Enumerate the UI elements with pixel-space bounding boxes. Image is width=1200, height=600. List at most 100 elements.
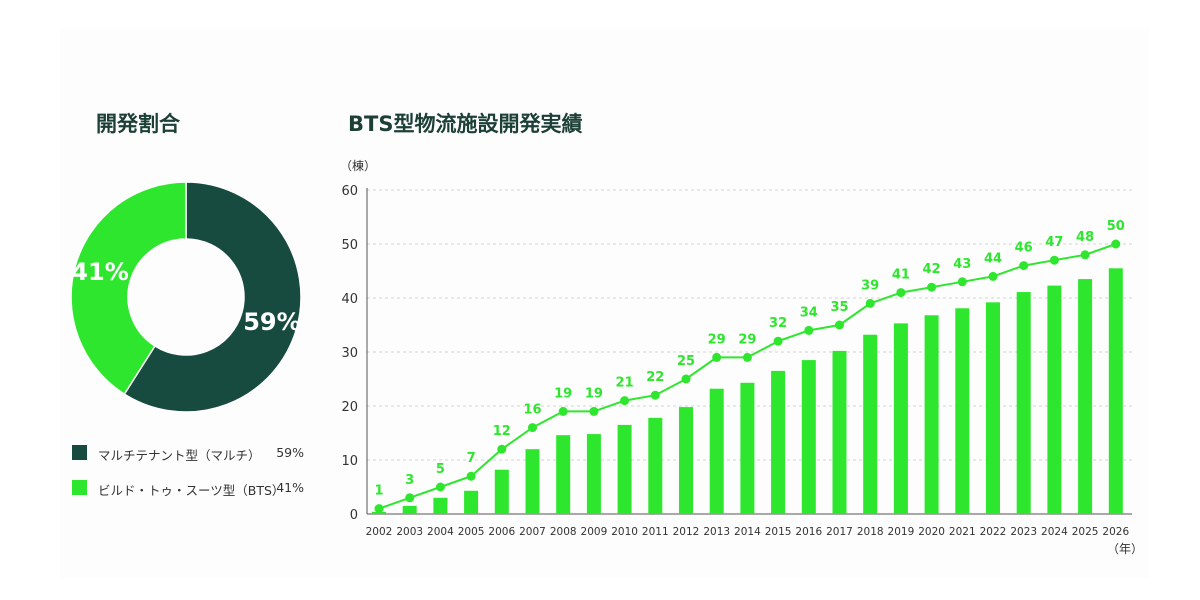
x-tick-label: 2004 — [427, 526, 454, 538]
x-tick-label: 2013 — [703, 526, 730, 538]
line-point — [405, 493, 415, 503]
x-tick-label: 2026 — [1102, 526, 1129, 538]
bar — [1047, 285, 1062, 514]
legend-swatch-multi — [72, 445, 87, 460]
line-data-label: 29 — [708, 332, 726, 347]
y-axis-unit: （棟） — [340, 158, 376, 173]
line-data-label: 42 — [923, 262, 941, 277]
x-tick-label: 2016 — [795, 526, 822, 538]
line-point — [988, 271, 998, 281]
x-tick-label: 2021 — [949, 526, 976, 538]
bar — [679, 407, 693, 514]
line-point — [435, 482, 445, 492]
legend-label-bts: ビルド・トゥ・スーツ型（BTS） — [98, 483, 285, 498]
bar — [1016, 292, 1031, 514]
donut-slice-0 — [123, 181, 302, 413]
legend-value-multi: 59% — [276, 445, 304, 460]
x-tick-label: 2020 — [918, 526, 945, 538]
bar — [740, 382, 755, 514]
x-tick-label: 2012 — [673, 526, 700, 538]
bar — [433, 497, 448, 514]
y-tick-label: 50 — [341, 238, 358, 253]
bar — [801, 360, 816, 514]
x-tick-label: 2007 — [519, 526, 546, 538]
x-tick-label: 2019 — [888, 526, 915, 538]
line-data-label: 22 — [646, 370, 664, 385]
x-axis-unit: （年） — [1107, 542, 1143, 556]
line-data-label: 29 — [738, 332, 756, 347]
x-tick-label: 2017 — [826, 526, 853, 538]
line-point — [1080, 250, 1090, 260]
line-data-label: 50 — [1107, 219, 1125, 234]
line-point — [620, 396, 630, 406]
line-point — [528, 423, 537, 433]
bar — [771, 370, 786, 514]
donut-slice-label-0: 59% — [243, 308, 300, 336]
legend-swatch-bts — [72, 480, 87, 495]
legend-value-bts: 41% — [276, 480, 304, 495]
line-data-label: 1 — [374, 484, 383, 499]
line-point — [804, 325, 814, 335]
x-tick-label: 2008 — [550, 526, 577, 538]
line-point — [589, 406, 599, 416]
line-data-label: 46 — [1015, 241, 1033, 256]
line-point — [650, 390, 660, 400]
x-tick-label: 2023 — [1010, 526, 1037, 538]
x-tick-label: 2014 — [734, 526, 761, 538]
line-point — [1049, 255, 1059, 265]
line-data-label: 44 — [984, 251, 1002, 266]
line-point — [558, 406, 568, 416]
x-tick-label: 2006 — [488, 526, 515, 538]
bar — [617, 424, 632, 514]
line-data-label: 5 — [436, 462, 445, 477]
line-point — [681, 374, 691, 384]
x-tick-label: 2018 — [857, 526, 884, 538]
donut-slice-1 — [70, 181, 187, 396]
y-tick-label: 60 — [341, 184, 358, 199]
donut-title: 開発割合 — [96, 112, 180, 136]
x-tick-label: 2025 — [1072, 526, 1099, 538]
line-point — [374, 504, 384, 514]
line-data-label: 47 — [1045, 235, 1063, 250]
line-point — [957, 277, 967, 287]
bar — [1108, 268, 1123, 514]
line-data-label: 7 — [467, 451, 476, 466]
line-data-label: 19 — [585, 386, 603, 401]
line-point — [773, 336, 783, 346]
legend-item-bts: ビルド・トゥ・スーツ型（BTS） 41% — [72, 478, 312, 498]
line-data-label: 43 — [953, 257, 971, 272]
bar — [832, 350, 847, 514]
legend-item-multi: マルチテナント型（マルチ） 59% — [72, 443, 312, 463]
y-tick-label: 30 — [341, 346, 358, 361]
y-tick-label: 0 — [350, 508, 358, 523]
bar — [955, 308, 970, 514]
x-tick-label: 2022 — [980, 526, 1007, 538]
bar — [464, 490, 479, 514]
line-data-label: 16 — [523, 403, 541, 418]
line-data-label: 39 — [861, 278, 879, 293]
line-point — [865, 298, 875, 308]
bar — [863, 334, 878, 514]
y-tick-label: 40 — [341, 292, 358, 307]
x-tick-label: 2024 — [1041, 526, 1068, 538]
line-data-label: 25 — [677, 354, 695, 369]
legend-label-multi: マルチテナント型（マルチ） — [98, 448, 261, 463]
bar — [556, 435, 571, 514]
donut-slice-label-1: 41% — [71, 258, 128, 286]
line-point — [466, 471, 476, 481]
line-point — [896, 288, 906, 298]
line-data-label: 12 — [493, 424, 511, 439]
bar — [709, 388, 724, 514]
x-tick-label: 2009 — [581, 526, 608, 538]
line-point — [742, 352, 752, 362]
bar — [494, 469, 509, 514]
line-point — [835, 320, 844, 330]
x-tick-label: 2010 — [611, 526, 638, 538]
y-tick-label: 20 — [341, 400, 358, 415]
line-data-label: 3 — [405, 473, 414, 488]
line-point — [1111, 239, 1121, 249]
line-point — [497, 444, 507, 454]
line-data-label: 32 — [769, 316, 787, 331]
bar — [1078, 279, 1093, 514]
